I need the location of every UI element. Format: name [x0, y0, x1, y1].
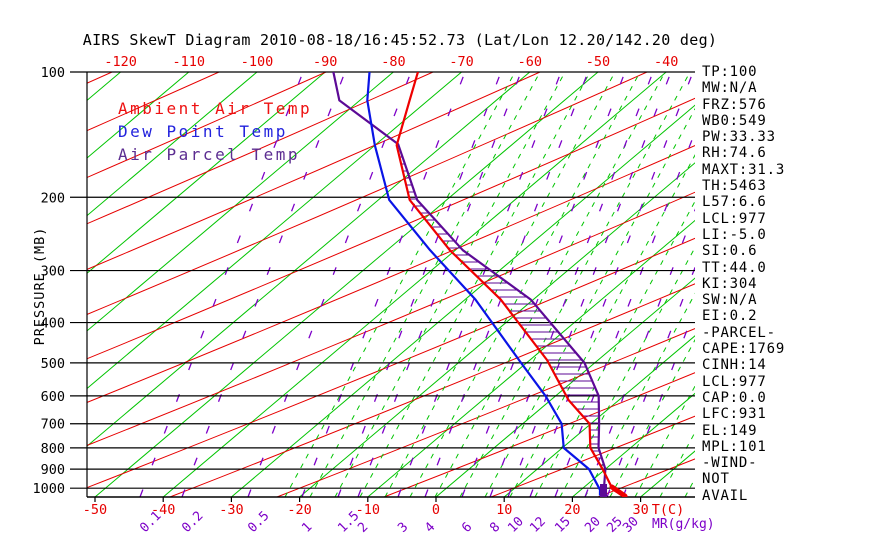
- svg-text:600: 600: [41, 389, 65, 405]
- stat-item: -PARCEL-: [702, 324, 776, 341]
- stat-item: RH:74.6: [702, 145, 767, 162]
- svg-text:-50: -50: [83, 502, 107, 518]
- stat-item: L57:6.6: [702, 194, 767, 211]
- svg-text:-40: -40: [654, 54, 678, 70]
- svg-text:900: 900: [41, 462, 65, 478]
- svg-text:MR(g/kg): MR(g/kg): [652, 517, 715, 532]
- svg-text:T(C): T(C): [652, 502, 685, 518]
- svg-text:-10: -10: [356, 502, 380, 518]
- svg-text:-80: -80: [381, 54, 405, 70]
- svg-text:-100: -100: [241, 54, 274, 70]
- stat-item: NOT: [702, 471, 730, 488]
- stat-item: AVAIL: [702, 487, 749, 504]
- svg-text:-110: -110: [173, 54, 206, 70]
- stat-item: MAXT:31.3: [702, 161, 786, 178]
- svg-text:500: 500: [41, 356, 65, 372]
- legend-ambient: Ambient Air Temp: [118, 99, 313, 118]
- stat-item: MW:N/A: [702, 80, 758, 97]
- svg-text:6: 6: [459, 520, 475, 536]
- svg-text:-30: -30: [219, 502, 243, 518]
- svg-text:-20: -20: [287, 502, 311, 518]
- svg-text:300: 300: [41, 264, 65, 280]
- pressure-axis-labels: 100 200 300 400 500 600 700 800 900 1000 PRESSURE …: [32, 65, 65, 497]
- top-axis-labels: -120 -110 -100 -90 -80 -70 -60 -50 -40: [104, 54, 678, 70]
- stat-item: -WIND-: [702, 455, 758, 472]
- svg-text:3: 3: [395, 520, 411, 536]
- stat-item: PW:33.33: [702, 129, 776, 146]
- chart-title: AIRS SkewT Diagram 2010-08-18/16:45:52.7…: [82, 31, 718, 49]
- svg-text:1: 1: [299, 520, 315, 536]
- svg-text:700: 700: [41, 417, 65, 433]
- stat-item: CINH:14: [702, 357, 767, 374]
- svg-text:0.2: 0.2: [179, 509, 206, 536]
- stat-item: WB0:549: [702, 112, 767, 129]
- svg-text:-120: -120: [104, 54, 137, 70]
- stat-item: TP:100: [702, 64, 758, 80]
- svg-text:-50: -50: [586, 54, 610, 70]
- pressure-gridlines: [70, 71, 695, 498]
- svg-text:100: 100: [41, 65, 65, 81]
- legend-dewpoint: Dew Point Temp: [118, 122, 288, 141]
- stat-item: FRZ:576: [702, 96, 767, 113]
- legend: Ambient Air Temp Dew Point Temp Air Parc…: [118, 97, 312, 166]
- stat-item: CAP:0.0: [702, 389, 767, 406]
- svg-text:2: 2: [355, 520, 371, 536]
- svg-text:10: 10: [496, 502, 512, 518]
- stat-item: TT:44.0: [702, 259, 767, 276]
- stat-item: KI:304: [702, 275, 758, 292]
- legend-parcel: Air Parcel Temp: [118, 145, 300, 164]
- stat-item: SW:N/A: [702, 292, 758, 309]
- stat-item: TH:5463: [702, 178, 767, 195]
- stat-item: SI:0.6: [702, 243, 758, 260]
- stats-panel: TP:100 MW:N/A FRZ:576 WB0:549 PW:33.33 RH:74.…: [702, 64, 867, 504]
- parcel-surface-marker: [600, 484, 607, 497]
- svg-text:20: 20: [582, 514, 604, 536]
- svg-text:0: 0: [432, 502, 440, 518]
- svg-text:1000: 1000: [32, 481, 65, 497]
- svg-text:PRESSURE (MB): PRESSURE (MB): [32, 227, 48, 346]
- svg-text:200: 200: [41, 190, 65, 206]
- ambient-temp-curve: [395, 72, 628, 497]
- stat-item: LI:-5.0: [702, 226, 767, 243]
- svg-text:-90: -90: [313, 54, 337, 70]
- stat-item: EL:149: [702, 422, 758, 439]
- svg-text:4: 4: [422, 520, 438, 536]
- svg-text:400: 400: [41, 316, 65, 332]
- isotherm-grid: [87, 72, 695, 497]
- stat-item: EI:0.2: [702, 308, 758, 325]
- svg-text:8: 8: [487, 520, 503, 536]
- svg-text:-60: -60: [518, 54, 542, 70]
- svg-text:20: 20: [564, 502, 580, 518]
- stat-item: LFC:931: [702, 406, 767, 423]
- svg-text:-40: -40: [151, 502, 175, 518]
- stat-item: LCL:977: [702, 373, 767, 390]
- svg-text:30: 30: [632, 502, 648, 518]
- svg-text:0.5: 0.5: [245, 509, 272, 536]
- svg-text:12: 12: [527, 514, 549, 536]
- mixing-ratio-grid: [139, 72, 695, 497]
- svg-text:800: 800: [41, 441, 65, 457]
- svg-text:-70: -70: [449, 54, 473, 70]
- bottom-axis-labels: -50 -40 -30 -20 -10 0 10 20 30 T(C): [83, 497, 684, 518]
- dewpoint-curve: [366, 72, 602, 496]
- stat-item: MPL:101: [702, 438, 767, 455]
- stat-item: CAPE:1769: [702, 341, 786, 358]
- stat-item: LCL:977: [702, 210, 767, 227]
